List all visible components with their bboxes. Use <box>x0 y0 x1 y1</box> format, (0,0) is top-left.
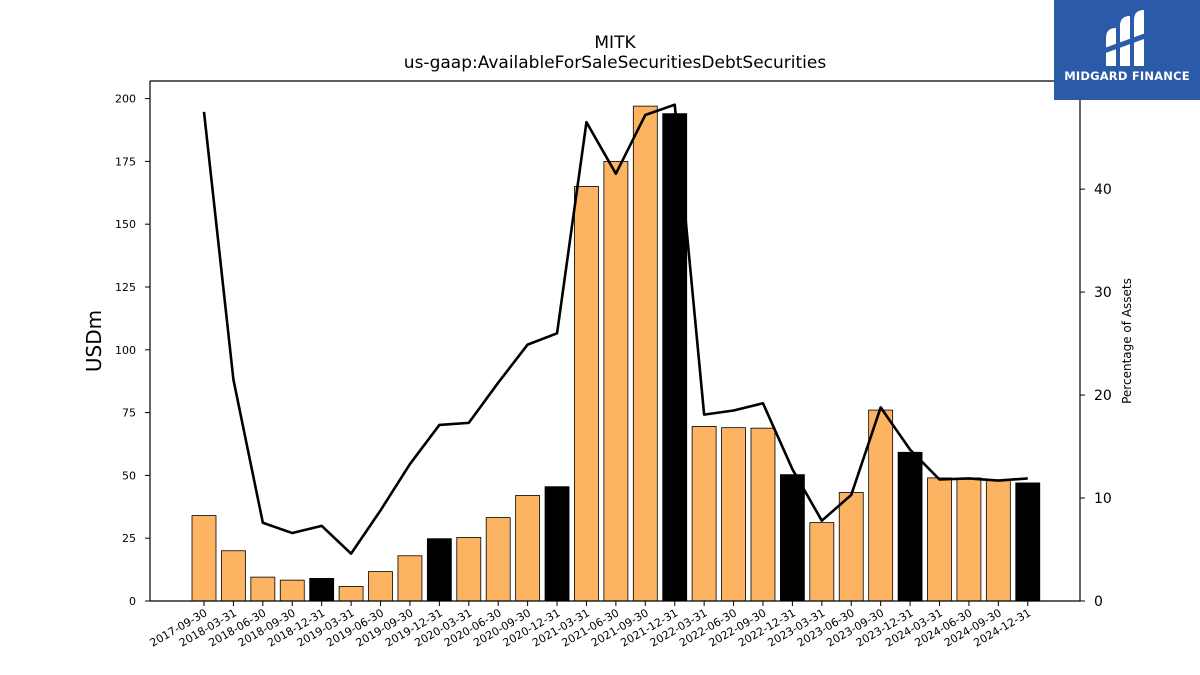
y2-tick-label: 20 <box>1094 388 1112 404</box>
bar <box>456 537 482 602</box>
y-axis-label-right: Percentage of Assets <box>1120 278 1134 404</box>
y-tick-label: 0 <box>129 595 136 608</box>
bar <box>279 579 305 602</box>
bar <box>985 480 1011 602</box>
bar <box>927 477 952 602</box>
y-tick-label: 175 <box>115 155 136 168</box>
bar <box>956 477 982 602</box>
y-tick-label: 150 <box>115 218 136 231</box>
y-axis-label-left: USDm <box>82 309 106 373</box>
brand-logo: MIDGARD FINANCE <box>1054 0 1200 100</box>
bar <box>368 571 393 602</box>
chart-title: MITK <box>594 33 636 53</box>
y-tick-label: 100 <box>115 344 136 357</box>
bar <box>691 426 717 602</box>
bar <box>780 474 805 602</box>
y-tick-label: 25 <box>122 532 136 545</box>
y-tick-label: 75 <box>122 407 136 420</box>
bar <box>574 186 599 602</box>
y2-tick-label: 40 <box>1094 182 1112 198</box>
bar <box>897 451 923 602</box>
bar <box>868 409 894 602</box>
brand-logo-icon <box>1102 10 1152 66</box>
bar <box>426 538 452 602</box>
bar <box>838 492 864 602</box>
bar <box>721 427 746 602</box>
bar <box>250 576 276 602</box>
bar <box>191 515 217 602</box>
bar <box>221 550 246 602</box>
bar <box>309 577 335 602</box>
y2-tick-label: 10 <box>1094 491 1112 507</box>
bar <box>544 486 570 602</box>
bar <box>750 427 776 602</box>
bar <box>603 160 629 602</box>
bar <box>515 495 541 602</box>
bar <box>632 105 658 602</box>
y-tick-label: 200 <box>115 93 136 106</box>
bar <box>485 517 511 602</box>
chart-subtitle: us-gaap:AvailableForSaleSecuritiesDebtSe… <box>403 53 827 73</box>
percentage-line <box>202 103 1028 555</box>
bar <box>397 555 423 602</box>
brand-logo-text: MIDGARD FINANCE <box>1064 69 1190 83</box>
bar <box>809 522 835 602</box>
bar <box>338 586 364 602</box>
y2-tick-label: 30 <box>1094 285 1112 301</box>
bar <box>1015 482 1041 602</box>
y2-tick-label: 0 <box>1094 594 1103 610</box>
y-tick-label: 50 <box>122 469 136 482</box>
y-tick-label: 125 <box>115 281 136 294</box>
